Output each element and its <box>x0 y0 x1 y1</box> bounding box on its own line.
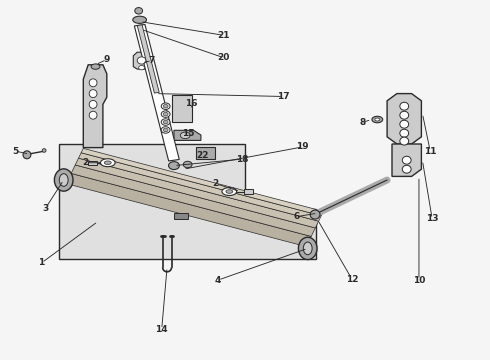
Text: 16: 16 <box>185 99 197 108</box>
Polygon shape <box>66 174 311 247</box>
Bar <box>196 147 215 159</box>
Ellipse shape <box>183 161 192 168</box>
Ellipse shape <box>180 132 190 139</box>
Text: 8: 8 <box>360 118 366 127</box>
Ellipse shape <box>135 8 143 14</box>
Polygon shape <box>174 130 201 140</box>
Ellipse shape <box>163 128 168 132</box>
Ellipse shape <box>298 237 317 260</box>
Bar <box>174 213 188 219</box>
Ellipse shape <box>402 165 411 173</box>
Text: 13: 13 <box>426 214 439 223</box>
Polygon shape <box>387 94 421 144</box>
Ellipse shape <box>163 120 168 124</box>
Text: 2: 2 <box>213 179 219 188</box>
Ellipse shape <box>59 174 68 186</box>
Ellipse shape <box>139 66 145 70</box>
Polygon shape <box>134 24 179 161</box>
Ellipse shape <box>161 119 170 125</box>
Ellipse shape <box>133 16 147 23</box>
Text: 21: 21 <box>217 31 230 40</box>
Ellipse shape <box>161 127 170 133</box>
Polygon shape <box>392 144 421 176</box>
Ellipse shape <box>400 111 409 119</box>
Ellipse shape <box>375 118 380 121</box>
Ellipse shape <box>310 210 320 219</box>
Text: 17: 17 <box>277 92 290 101</box>
Ellipse shape <box>23 151 31 159</box>
Ellipse shape <box>400 137 409 145</box>
Ellipse shape <box>89 79 97 87</box>
Polygon shape <box>83 65 107 148</box>
Text: 18: 18 <box>236 154 248 163</box>
Ellipse shape <box>161 103 170 109</box>
Ellipse shape <box>303 242 312 255</box>
Polygon shape <box>71 165 315 237</box>
Ellipse shape <box>402 156 411 164</box>
Text: 11: 11 <box>424 147 437 156</box>
Ellipse shape <box>372 116 383 123</box>
Text: 9: 9 <box>103 55 110 64</box>
Ellipse shape <box>100 159 115 167</box>
Ellipse shape <box>400 120 409 128</box>
Polygon shape <box>75 158 318 228</box>
Text: 10: 10 <box>413 276 425 284</box>
Ellipse shape <box>169 162 179 170</box>
Text: 15: 15 <box>182 129 195 138</box>
Text: 6: 6 <box>294 212 299 221</box>
Polygon shape <box>133 52 149 69</box>
Polygon shape <box>137 25 159 93</box>
Text: 14: 14 <box>155 325 168 334</box>
Ellipse shape <box>91 64 100 69</box>
Bar <box>88 161 97 165</box>
Polygon shape <box>78 153 321 221</box>
Text: 3: 3 <box>43 204 49 212</box>
Ellipse shape <box>163 112 168 116</box>
Ellipse shape <box>222 188 237 195</box>
Ellipse shape <box>400 102 409 110</box>
Text: 12: 12 <box>345 274 358 284</box>
Text: 4: 4 <box>215 276 221 284</box>
Text: 7: 7 <box>148 56 155 65</box>
Ellipse shape <box>42 149 46 152</box>
Ellipse shape <box>163 104 168 108</box>
Text: 19: 19 <box>296 143 309 152</box>
Bar <box>172 95 192 122</box>
Ellipse shape <box>161 111 170 117</box>
Polygon shape <box>59 144 316 259</box>
Bar <box>244 189 253 194</box>
Ellipse shape <box>400 129 409 137</box>
Text: 5: 5 <box>13 147 19 156</box>
Text: 22: 22 <box>196 151 209 160</box>
Ellipse shape <box>137 57 146 64</box>
Ellipse shape <box>104 161 111 165</box>
Ellipse shape <box>54 169 73 191</box>
Ellipse shape <box>89 90 97 98</box>
Ellipse shape <box>89 100 97 108</box>
Text: 2: 2 <box>83 158 89 167</box>
Polygon shape <box>81 148 323 216</box>
Text: 1: 1 <box>39 258 45 267</box>
Ellipse shape <box>89 111 97 119</box>
Text: 20: 20 <box>217 53 230 62</box>
Ellipse shape <box>226 190 233 193</box>
